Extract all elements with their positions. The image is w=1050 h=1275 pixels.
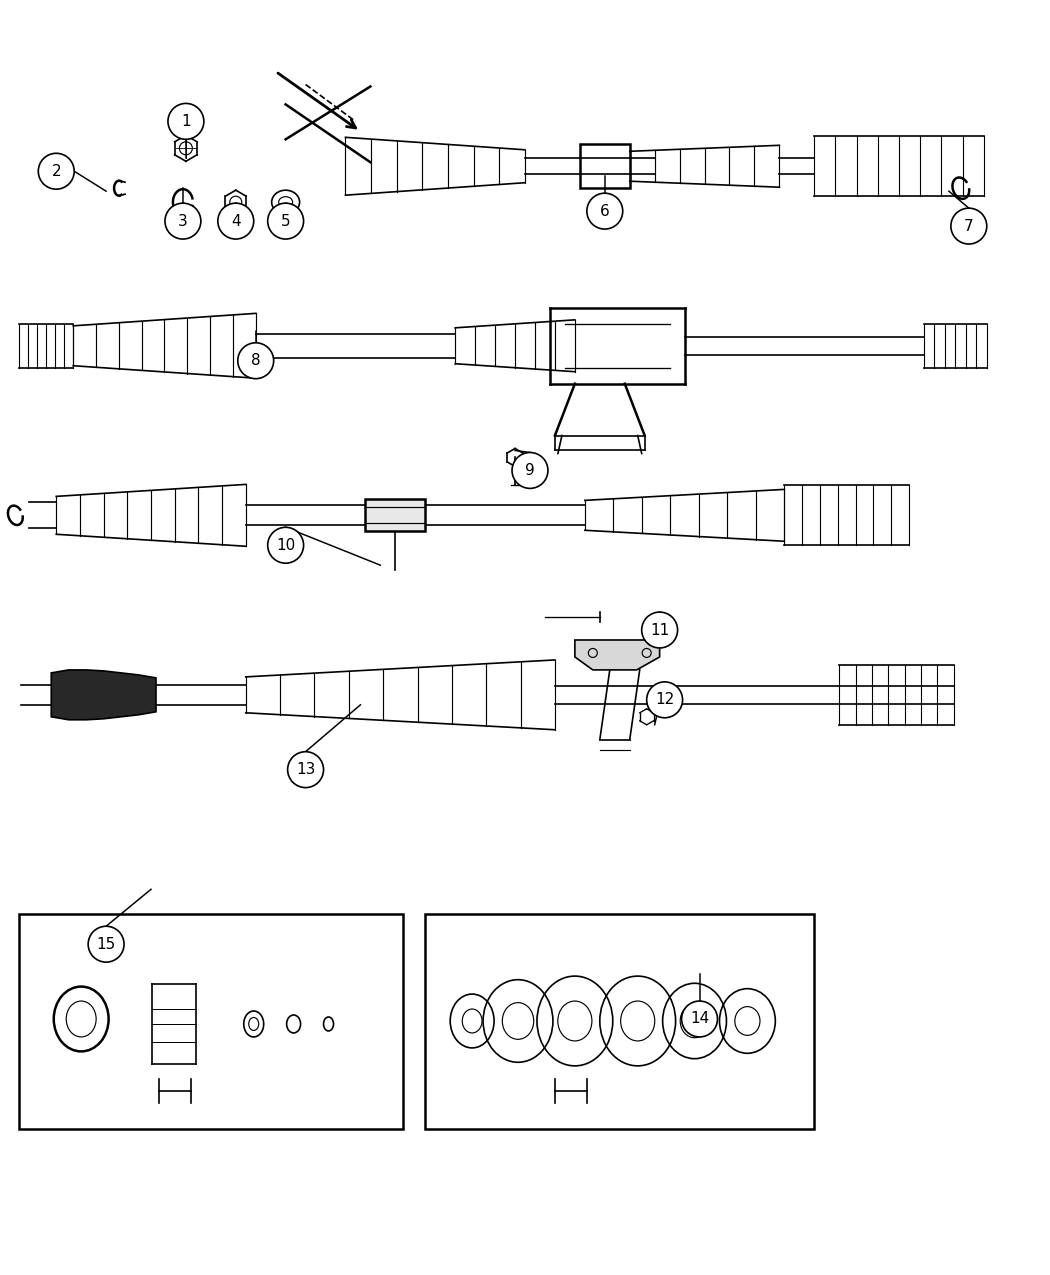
Circle shape [88,926,124,963]
Circle shape [681,1001,717,1037]
Circle shape [268,203,303,238]
Text: 14: 14 [690,1011,709,1026]
Circle shape [268,528,303,564]
Text: 4: 4 [231,214,240,228]
Circle shape [217,203,254,238]
Text: 11: 11 [650,622,669,638]
Text: 1: 1 [181,113,191,129]
Circle shape [168,103,204,139]
Text: 5: 5 [280,214,291,228]
Text: 15: 15 [97,937,116,951]
Bar [425,914,814,1128]
Circle shape [237,343,274,379]
Text: 3: 3 [178,214,188,228]
Bar [19,914,403,1128]
Text: 12: 12 [655,692,674,708]
Circle shape [38,153,75,189]
Polygon shape [574,640,659,669]
Circle shape [165,203,201,238]
Text: 10: 10 [276,538,295,553]
Circle shape [587,194,623,229]
Polygon shape [51,669,156,720]
Text: 2: 2 [51,163,61,179]
Text: 7: 7 [964,218,973,233]
Text: 13: 13 [296,762,315,778]
Circle shape [288,752,323,788]
Circle shape [951,208,987,244]
Bar [580,144,630,189]
Text: 9: 9 [525,463,534,478]
Text: 8: 8 [251,353,260,368]
Circle shape [647,682,682,718]
Circle shape [512,453,548,488]
Bar [365,500,425,532]
Circle shape [642,612,677,648]
Text: 6: 6 [600,204,610,218]
